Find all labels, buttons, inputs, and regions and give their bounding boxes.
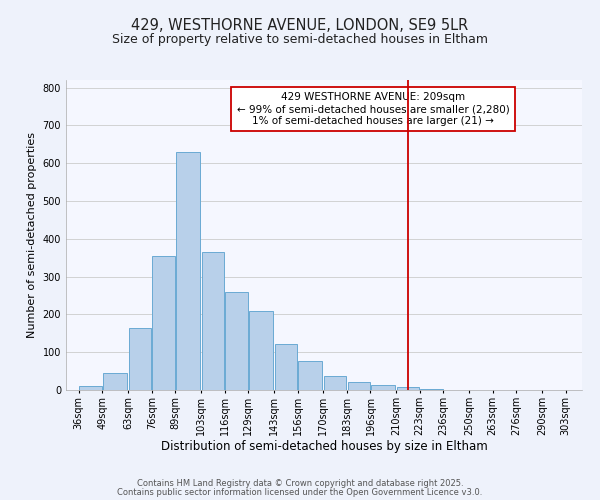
Text: 429 WESTHORNE AVENUE: 209sqm
← 99% of semi-detached houses are smaller (2,280)
1: 429 WESTHORNE AVENUE: 209sqm ← 99% of se… [236, 92, 509, 126]
Text: Contains public sector information licensed under the Open Government Licence v3: Contains public sector information licen… [118, 488, 482, 497]
Bar [103, 373, 127, 390]
Bar [324, 376, 346, 390]
Bar [226, 292, 248, 390]
Bar [152, 256, 175, 390]
Bar [275, 344, 297, 390]
Bar [397, 387, 419, 390]
X-axis label: Distribution of semi-detached houses by size in Eltham: Distribution of semi-detached houses by … [161, 440, 487, 454]
Bar [79, 386, 102, 390]
Bar [249, 310, 273, 390]
Y-axis label: Number of semi-detached properties: Number of semi-detached properties [27, 132, 37, 338]
Bar [129, 328, 151, 390]
Bar [298, 360, 322, 390]
Bar [347, 382, 370, 390]
Bar [176, 152, 200, 390]
Bar [421, 389, 443, 390]
Text: 429, WESTHORNE AVENUE, LONDON, SE9 5LR: 429, WESTHORNE AVENUE, LONDON, SE9 5LR [131, 18, 469, 32]
Bar [202, 252, 224, 390]
Text: Size of property relative to semi-detached houses in Eltham: Size of property relative to semi-detach… [112, 32, 488, 46]
Bar [371, 384, 395, 390]
Text: Contains HM Land Registry data © Crown copyright and database right 2025.: Contains HM Land Registry data © Crown c… [137, 479, 463, 488]
